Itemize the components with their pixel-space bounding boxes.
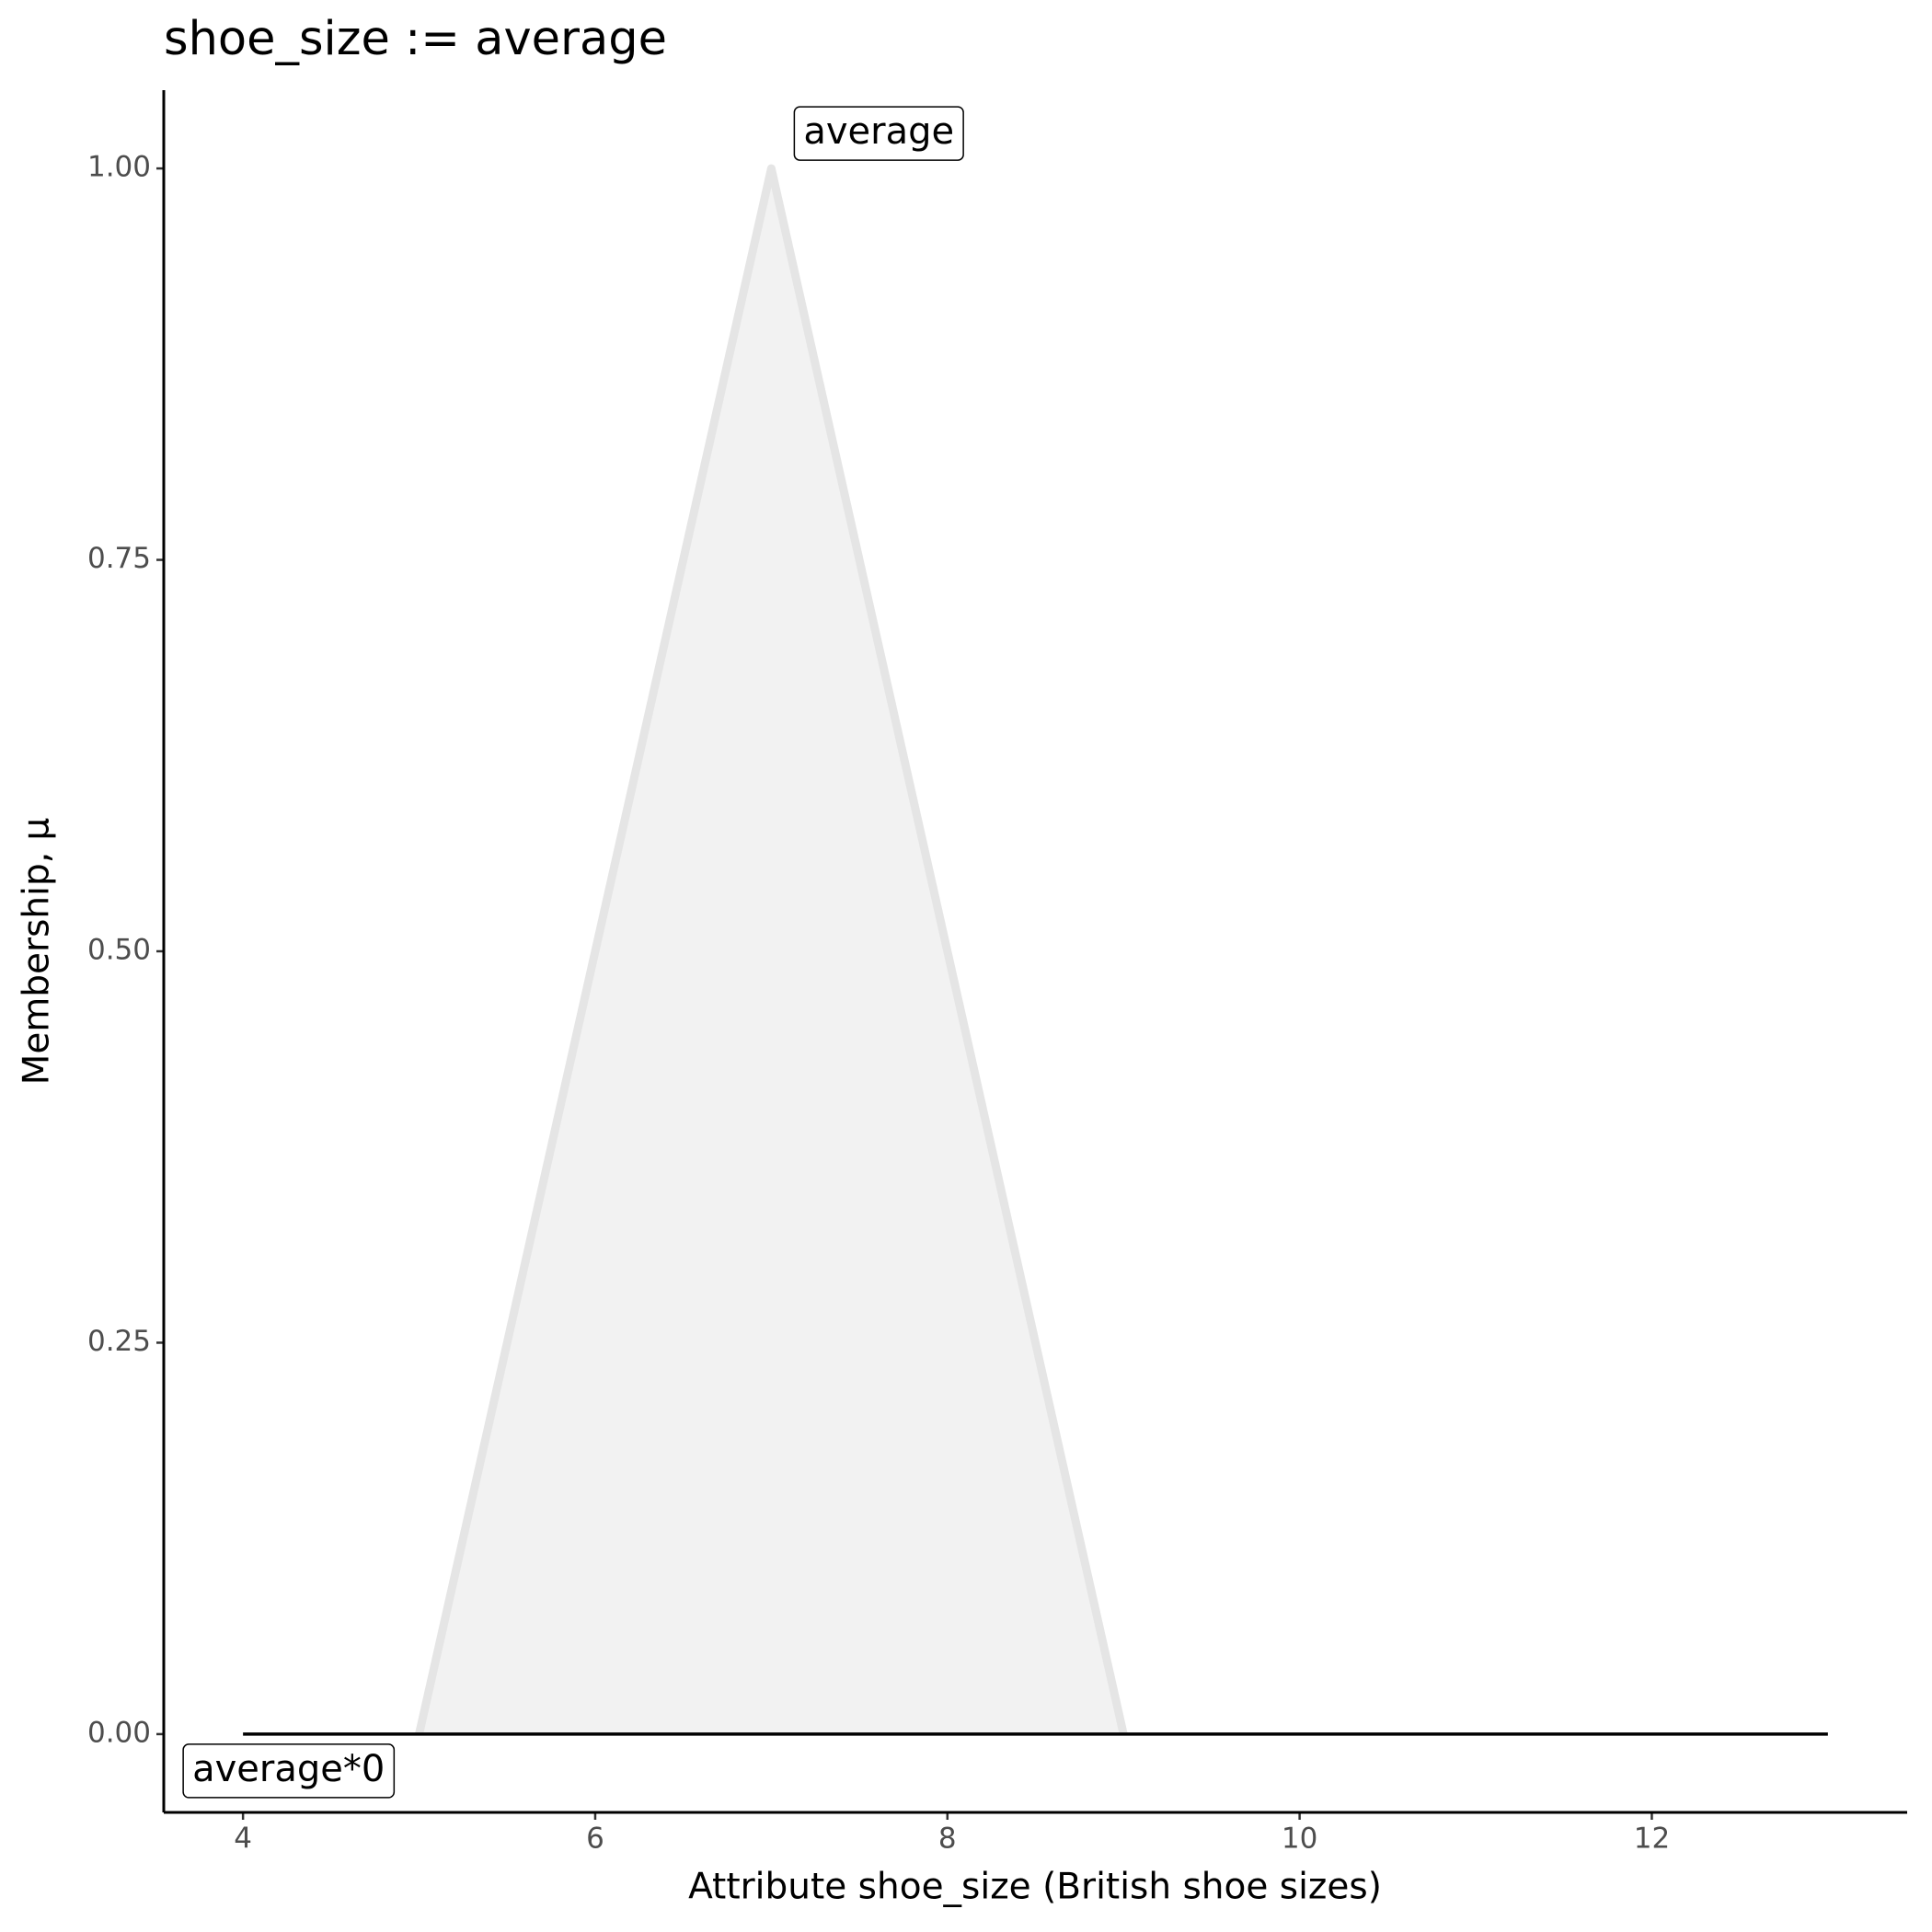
y-tick-label: 0.75 — [87, 542, 151, 575]
y-tick-label: 1.00 — [87, 151, 151, 184]
label-box — [182, 1743, 396, 1799]
series-label: average*0 — [192, 1748, 385, 1790]
x-tick-label: 8 — [938, 1823, 957, 1856]
line — [415, 164, 1128, 1735]
x-tick-label: 4 — [234, 1823, 252, 1856]
chart-title: shoe_size := average — [164, 12, 667, 66]
y-tick-label: 0.00 — [87, 1716, 151, 1749]
area — [419, 168, 1124, 1734]
x-tick-label: 6 — [586, 1823, 604, 1856]
series-label: average — [803, 110, 954, 153]
x-tick-label: 12 — [1634, 1823, 1670, 1856]
y-tick-label: 0.25 — [87, 1325, 151, 1358]
x-axis-title: Attribute shoe_size (British shoe sizes) — [688, 1867, 1382, 1908]
label-box — [793, 106, 964, 161]
y-tick-label: 0.50 — [87, 934, 151, 967]
x-tick-label: 10 — [1282, 1823, 1317, 1856]
y-axis-title: Membership, μ — [17, 818, 58, 1086]
